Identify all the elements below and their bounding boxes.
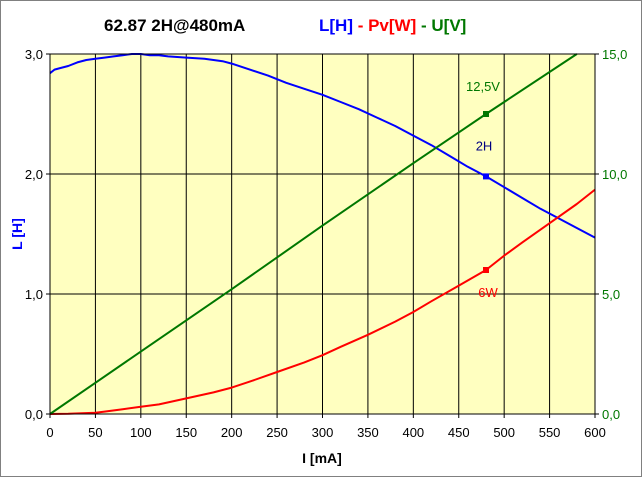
marker-point <box>483 111 489 117</box>
tick-layer: 0 50 100 150 200 250 300 350 400 450 500 550 600 0,0 1… <box>25 47 627 440</box>
marker-annotation: 6W <box>478 285 498 300</box>
x-tick-label: 0 <box>46 425 53 440</box>
legend-sep-1: - <box>353 16 368 35</box>
x-tick-label: 350 <box>357 425 379 440</box>
x-tick-label: 250 <box>266 425 288 440</box>
y-tick-label: 1,0 <box>25 287 43 302</box>
x-tick-label: 450 <box>448 425 470 440</box>
x-tick-label: 300 <box>312 425 334 440</box>
marker-point <box>483 267 489 273</box>
marker-layer: 2H 12,5V 6W <box>466 79 500 300</box>
y-tick-label: 2,0 <box>25 167 43 182</box>
y2-tick-label: 15,0 <box>602 47 627 62</box>
y-tick-label: 0,0 <box>25 407 43 422</box>
series-line-pvw <box>49 188 596 415</box>
chart-title-legend: L[H] - Pv[W] - U[V] <box>319 16 466 35</box>
chart-title: 62.87 2H@480mA <box>104 16 245 35</box>
series-layer <box>49 53 596 415</box>
legend-u-label: U[V] <box>431 16 466 35</box>
marker-point <box>483 173 489 180</box>
y-tick-label: 3,0 <box>25 47 43 62</box>
grid <box>50 54 595 414</box>
x-tick-label: 400 <box>402 425 424 440</box>
series-line-lh <box>49 53 596 239</box>
series-line-uv <box>49 53 578 415</box>
x-tick-label: 150 <box>175 425 197 440</box>
legend-pv-label: Pv[W] <box>368 16 416 35</box>
x-tick-label: 550 <box>539 425 561 440</box>
marker-annotation: 12,5V <box>466 79 500 94</box>
x-tick-label: 100 <box>130 425 152 440</box>
y2-tick-label: 10,0 <box>602 167 627 182</box>
x-axis-label: I [mA] <box>302 450 342 466</box>
marker-annotation: 2H <box>476 138 493 153</box>
legend-sep-2: - <box>416 16 431 35</box>
x-tick-label: 50 <box>88 425 102 440</box>
x-tick-label: 600 <box>584 425 606 440</box>
x-tick-label: 200 <box>221 425 243 440</box>
x-tick-label: 500 <box>493 425 515 440</box>
legend-l-label: L[H] <box>319 16 353 35</box>
y-axis-label: L [H] <box>9 218 25 250</box>
y2-tick-label: 0,0 <box>602 407 620 422</box>
y2-tick-label: 5,0 <box>602 287 620 302</box>
